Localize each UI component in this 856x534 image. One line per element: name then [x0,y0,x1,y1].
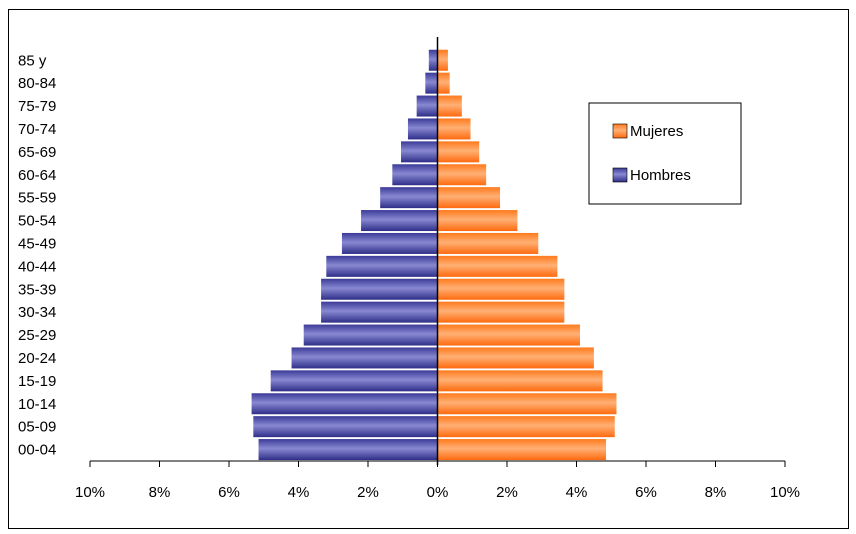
bar-hombres-10-14 [251,393,438,415]
bar-hombres-15-19 [270,370,438,392]
bar-hombres-00-04 [258,439,438,461]
bar-hombres-80-84 [425,72,438,94]
bar-mujeres-50-54 [437,210,518,232]
bar-hombres-30-34 [321,301,438,323]
age-tick-label: 80-84 [18,75,56,92]
bar-mujeres-30-34 [437,301,565,323]
bar-hombres-20-24 [291,347,438,369]
bar-mujeres-05-09 [437,416,615,438]
bar-mujeres-25-29 [437,324,580,346]
bar-hombres-05-09 [253,416,438,438]
age-tick-label: 45-49 [18,235,56,252]
bar-hombres-75-79 [416,95,438,117]
bar-mujeres-10-14 [437,393,617,415]
bar-mujeres-80-84 [437,72,450,94]
bar-mujeres-45-49 [437,232,539,254]
bar-mujeres-35-39 [437,278,565,300]
age-tick-label: 15-19 [18,373,56,390]
age-tick-label: 65-69 [18,144,56,161]
legend-swatch-mujeres [612,123,628,139]
bar-mujeres-15-19 [437,370,603,392]
bar-mujeres-65-69 [437,141,480,163]
bars-layer [251,49,617,461]
age-tick-label: 75-79 [18,98,56,115]
legend-label-hombres: Hombres [630,167,691,184]
bar-mujeres-60-64 [437,164,487,186]
age-tick-label: 40-44 [18,258,56,275]
age-tick-label: 30-34 [18,304,56,321]
age-tick-label: 60-64 [18,167,56,184]
x-tick-label: 6% [635,484,657,501]
bar-mujeres-20-24 [437,347,594,369]
bar-hombres-45-49 [341,232,438,254]
bar-mujeres-85-y [437,49,448,71]
x-tick-label: 2% [357,484,379,501]
bar-mujeres-55-59 [437,187,501,209]
x-tick-label: 10% [770,484,800,501]
x-tick-label: 8% [149,484,171,501]
x-tick-label: 2% [496,484,518,501]
age-tick-label: 35-39 [18,281,56,298]
age-tick-label: 50-54 [18,213,56,230]
age-tick-label: 05-09 [18,419,56,436]
bar-hombres-85-y [428,49,438,71]
axis-layer: 00-04 05-09 10-14 15-19 20-24 25-29 30-34 35-39… [18,37,800,501]
bar-mujeres-70-74 [437,118,471,140]
age-tick-label: 10-14 [18,396,56,413]
legend-label-mujeres: Mujeres [630,123,683,140]
bar-hombres-35-39 [321,278,438,300]
age-tick-label: 00-04 [18,442,56,459]
bar-hombres-70-74 [407,118,438,140]
x-tick-label: 6% [218,484,240,501]
age-tick-label: 70-74 [18,121,56,138]
bar-hombres-25-29 [303,324,438,346]
bar-mujeres-00-04 [437,439,607,461]
bar-hombres-65-69 [401,141,438,163]
age-tick-label: 85 y [18,52,47,69]
bar-mujeres-40-44 [437,255,558,277]
bar-hombres-55-59 [380,187,438,209]
x-tick-label: 8% [705,484,727,501]
legend: Mujeres Hombres [588,102,742,205]
bar-mujeres-75-79 [437,95,462,117]
x-tick-label: 10% [75,484,105,501]
bar-hombres-40-44 [326,255,438,277]
age-tick-label: 55-59 [18,190,56,207]
x-tick-label: 0% [427,484,449,501]
bar-hombres-50-54 [361,210,438,232]
legend-swatch-hombres [612,167,628,183]
age-tick-label: 25-29 [18,327,56,344]
age-tick-label: 20-24 [18,350,56,367]
legend-box [588,102,742,205]
x-tick-label: 4% [566,484,588,501]
x-tick-label: 4% [288,484,310,501]
bar-hombres-60-64 [392,164,438,186]
